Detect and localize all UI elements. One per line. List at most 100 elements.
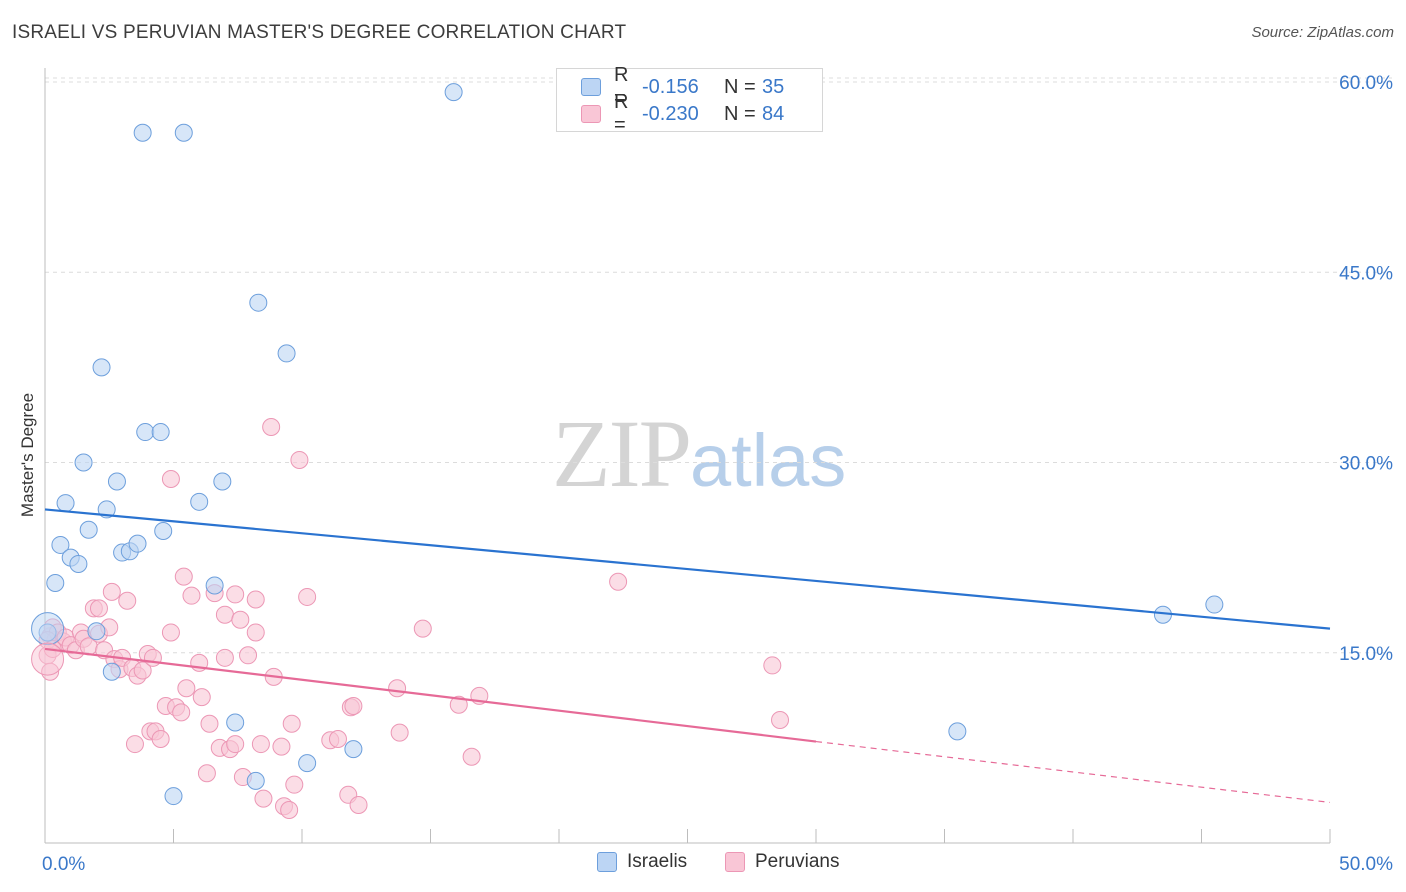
y-tick-label: 30.0% [1339,454,1393,475]
source-label: Source: ZipAtlas.com [1251,24,1394,41]
peruvian-point [151,729,170,748]
peruvian-point [226,585,245,604]
peruvian-point [272,737,291,756]
watermark-atlas: atlas [690,419,847,502]
israeli-point [133,123,152,142]
peruvian-point [200,714,219,733]
peruvian-point [763,656,782,675]
israeli-point [226,713,245,732]
israeli-point [69,554,88,573]
israeli-point [277,344,296,363]
peruvian-point [182,586,201,605]
n-label: N = [724,75,756,98]
peruvian-point [102,582,121,601]
peruvian-point [226,735,245,754]
israeli-point [56,494,75,513]
peruvian-point [609,572,628,591]
n-label: N = [724,102,756,125]
israeli-point [164,787,183,806]
peruvian-point [161,469,180,488]
israelis-swatch [581,78,601,96]
x-tick-label: 50.0% [1339,854,1393,875]
peruvian-point [118,591,137,610]
peruvian-point [251,735,270,754]
israeli-point [246,771,265,790]
israeli-point [102,662,121,681]
peruvian-point [771,710,790,729]
israeli-point [190,492,209,511]
israeli-point [92,358,111,377]
israeli-point [948,722,967,741]
peruvian-point [239,646,258,665]
peruvian-point [254,789,273,808]
peruvian-point [174,567,193,586]
israeli-point [444,83,463,102]
chart-title: ISRAELI VS PERUVIAN MASTER'S DEGREE CORR… [12,22,627,43]
peruvian-point [197,764,216,783]
peruvian-point [285,775,304,794]
peruvian-point [246,623,265,642]
peruvian-point [143,648,162,667]
peruvians-swatch [725,852,745,872]
israeli-point [205,576,224,595]
peruvian-point [280,801,299,820]
israeli-point [151,423,170,442]
peruvians-trend-line [44,647,817,743]
peruvian-point [449,695,468,714]
n-value: 84 [762,102,785,125]
peruvian-point [231,610,250,629]
peruvian-point [390,723,409,742]
peruvians-trend-extension [815,740,1331,804]
israeli-point [154,521,173,540]
israeli-point [74,453,93,472]
y-tick-label: 45.0% [1339,263,1393,284]
israeli-point [31,612,65,646]
legend-label-peruvians: Peruvians [755,851,840,872]
peruvian-point [215,648,234,667]
n-value: 35 [762,75,785,98]
peruvian-point [328,729,347,748]
israeli-point [298,754,317,773]
israeli-point [46,573,65,592]
israeli-point [174,123,193,142]
x-tick-label: 0.0% [42,854,85,875]
r-value: -0.230 [642,102,699,125]
peruvian-point [133,661,152,680]
peruvian-point [172,703,191,722]
israeli-point [1205,595,1224,614]
y-tick-label: 60.0% [1339,73,1393,94]
y-tick-label: 15.0% [1339,644,1393,665]
israeli-point [128,534,147,553]
peruvian-point [161,623,180,642]
peruvian-point [215,605,234,624]
peruvian-point [462,747,481,766]
peruvian-point [290,450,309,469]
peruvian-point [413,619,432,638]
israeli-point [51,535,70,554]
peruvian-point [192,688,211,707]
peruvian-point [262,417,281,436]
legend-item-peruvians[interactable]: Peruvians [725,851,840,873]
peruvian-point [298,587,317,606]
israelis-swatch [597,852,617,872]
israeli-point [249,293,268,312]
r-label: R = [614,91,629,136]
peruvian-point [282,714,301,733]
legend-row-peruvians: R = -0.230 N = 84 [581,91,785,136]
legend-label-israelis: Israelis [627,851,688,872]
israeli-point [79,520,98,539]
correlation-legend: R = -0.156 N = 35 R = -0.230 N = 84 [556,64,823,136]
israelis-trend-line [44,508,1331,630]
israeli-point [136,423,155,442]
peruvian-point [177,679,196,698]
israeli-point [344,740,363,759]
legend-item-israelis[interactable]: Israelis [597,851,687,873]
peruvian-point [388,679,407,698]
peruvian-point [344,697,363,716]
israeli-point [107,472,126,491]
peruvian-point [125,735,144,754]
peruvian-point [89,599,108,618]
watermark: ZIPatlas [552,398,846,509]
israeli-point [87,622,106,641]
